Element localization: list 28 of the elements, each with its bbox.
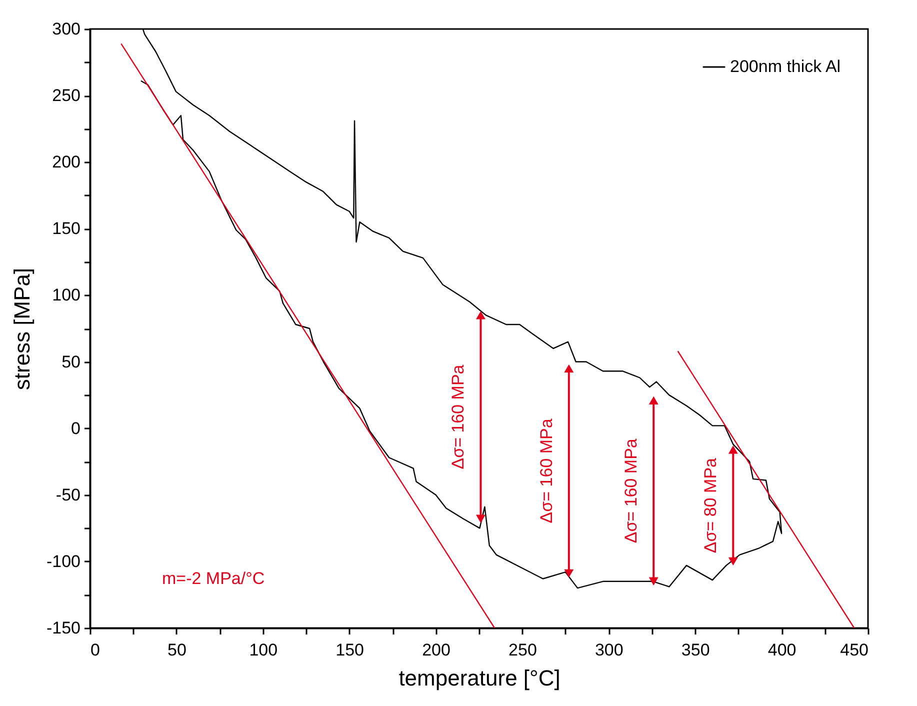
y-tick-label: 0 <box>71 418 80 438</box>
annotation: Δσ= 80 MPa <box>701 457 720 554</box>
y-tick-label: 150 <box>52 219 80 238</box>
x-tick-label: 400 <box>768 640 796 660</box>
x-tick-label: 250 <box>508 640 537 660</box>
y-axis-title: stress [MPa] <box>9 268 34 390</box>
x-tick-label: 150 <box>336 640 364 660</box>
x-tick-label: 450 <box>840 640 868 660</box>
annotation: m=-2 MPa/°C <box>162 569 265 588</box>
x-tick-label: 300 <box>594 640 624 660</box>
y-tick-label: -150 <box>46 618 80 638</box>
y-tick-label: 200 <box>52 152 80 172</box>
annotation: Δσ= 160 MPa <box>622 438 641 544</box>
y-tick-label: 50 <box>62 352 80 372</box>
y-tick-label: 300 <box>52 20 80 38</box>
x-axis-title: temperature [°C] <box>398 666 560 690</box>
x-tick-label: 200 <box>422 640 450 660</box>
x-tick-label: 350 <box>681 640 710 660</box>
x-tick-label: 50 <box>167 640 186 660</box>
annotation: Δσ= 160 MPa <box>448 364 468 470</box>
annotation: Δσ= 160 MPa <box>536 418 556 524</box>
x-tick-label: 100 <box>249 640 278 660</box>
x-tick-label: 0 <box>90 640 100 660</box>
y-tick-label: 250 <box>52 86 80 106</box>
y-tick-label: 100 <box>52 286 80 305</box>
y-tick-label: -50 <box>56 485 80 504</box>
legend-label: 200nm thick Al <box>730 57 841 76</box>
y-tick-label: -100 <box>46 552 80 571</box>
